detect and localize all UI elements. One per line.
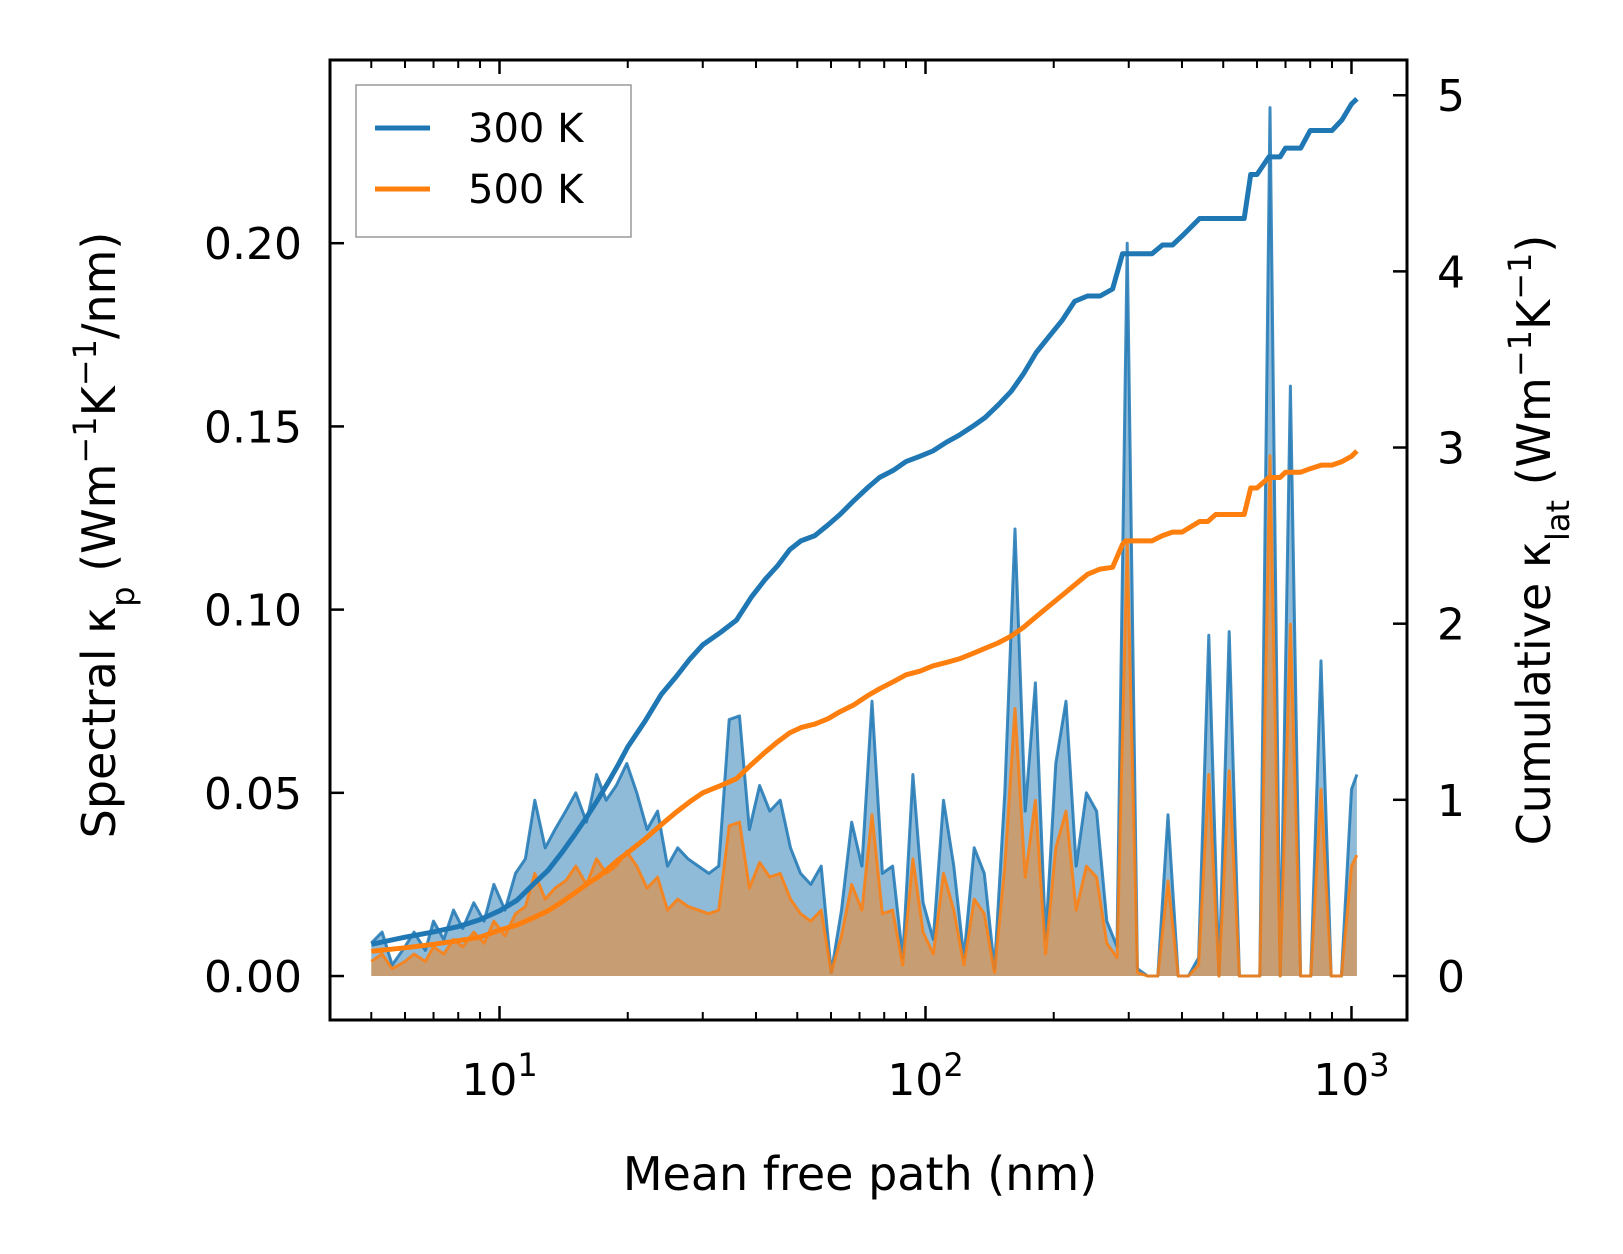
axis-ticks (329, 60, 1407, 1020)
cumulative-line-500k (371, 449, 1359, 954)
y-left-label-sup2: −1 (66, 339, 104, 386)
y-right-tick-label: 2 (1437, 600, 1465, 651)
y-right-label-sup2: −1 (1501, 253, 1539, 300)
y-left-label-pre: Spectral κ (72, 607, 126, 839)
y-left-label-mid: (Wm (72, 464, 126, 587)
y-left-label-post: /nm) (72, 232, 126, 339)
y-axis-label-left: Spectral κp (Wm−1K−1/nm) (66, 232, 142, 839)
cumulative-line-300k (370, 96, 1359, 947)
plot-frame (328, 58, 1409, 1022)
y-right-tick-label: 5 (1437, 71, 1465, 122)
legend-label-300k: 300 K (468, 106, 585, 152)
y-axis-label-right: Cumulative κlat (Wm−1K−1) (1501, 235, 1577, 846)
y-left-tick-label: 0.20 (204, 219, 302, 270)
y-right-tick-label: 1 (1437, 776, 1465, 827)
y-left-tick-label: 0.15 (204, 402, 302, 453)
y-left-label-mid2: K (72, 384, 126, 416)
y-right-tick-label: 4 (1437, 247, 1465, 298)
y-left-tick-label: 0.10 (204, 586, 302, 637)
spectral-line-300k (370, 106, 1359, 978)
y-right-label-mid: (Wm (1507, 377, 1561, 500)
y-left-label-sub: p (104, 586, 142, 606)
y-right-label-mid2: K (1507, 298, 1561, 330)
x-tick-label: 103 (1313, 1046, 1389, 1106)
legend-box (355, 84, 632, 238)
y-right-label-sub: lat (1539, 500, 1577, 541)
y-left-tick-label: 0.00 (204, 952, 302, 1003)
y-right-tick-label: 3 (1437, 424, 1465, 475)
y-right-tick-label: 0 (1437, 952, 1465, 1003)
x-axis-label: Mean free path (nm) (623, 1147, 1097, 1201)
legend: 300 K 500 K (355, 84, 632, 238)
y-left-tick-label: 0.05 (204, 769, 302, 820)
y-right-label-pre: Cumulative κ (1507, 541, 1561, 845)
x-tick-label: 101 (461, 1046, 537, 1106)
y-left-label-sup1: −1 (66, 416, 104, 463)
axis-tick-labels: 101 102 103 0.00 0.05 0.10 0.15 0.20 0 1 2 3 4 5 (204, 71, 1465, 1106)
data-lines (370, 96, 1359, 978)
y-right-label-post: ) (1507, 235, 1561, 253)
x-tick-label: 102 (887, 1046, 963, 1106)
y-right-label-sup1: −1 (1501, 330, 1539, 377)
legend-label-500k: 500 K (468, 167, 585, 213)
spectral-line-500k (370, 454, 1359, 978)
